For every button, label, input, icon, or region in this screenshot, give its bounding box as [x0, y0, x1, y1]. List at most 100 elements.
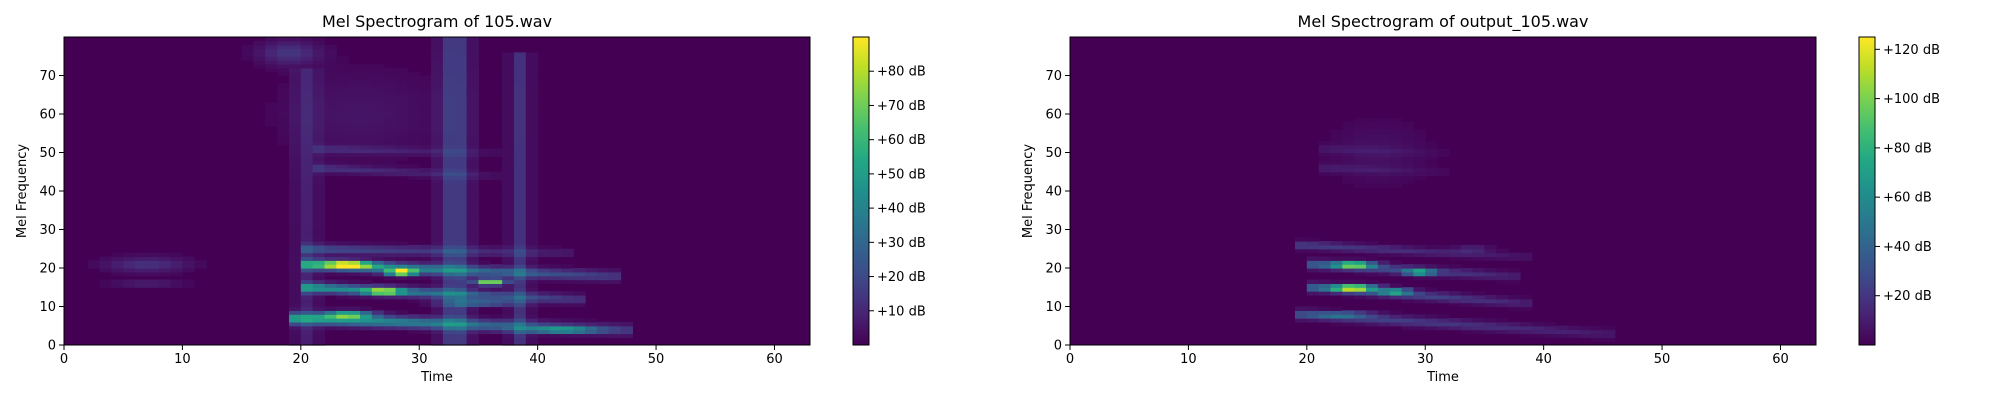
heatmap-cell [146, 260, 160, 265]
heatmap-cell [513, 102, 527, 107]
heatmap-cell [466, 264, 480, 269]
heatmap-cell [312, 167, 326, 173]
heatmap-cell [348, 140, 361, 146]
heatmap-cell [324, 244, 337, 250]
heatmap-cell [371, 256, 385, 261]
heatmap-cell [1425, 275, 1438, 281]
heatmap-cell [312, 321, 326, 327]
heatmap-cell [1354, 264, 1367, 269]
heatmap-cell [1413, 264, 1426, 269]
heatmap-cell [1508, 279, 1521, 284]
heatmap-cell [395, 275, 408, 281]
heatmap-cell [454, 117, 468, 123]
heatmap-cell [1318, 152, 1332, 157]
heatmap-cell [1496, 318, 1509, 323]
heatmap-cell [300, 329, 314, 335]
heatmap-cell [371, 248, 385, 254]
heatmap-cell [277, 94, 290, 100]
heatmap-cell [1366, 241, 1379, 246]
heatmap-cell [395, 248, 408, 254]
heatmap-cell [371, 148, 385, 154]
heatmap-cell [513, 164, 527, 169]
heatmap-cell [324, 252, 337, 258]
heatmap-cell [1413, 268, 1426, 273]
heatmap-cell [300, 94, 314, 100]
heatmap-cell [573, 271, 586, 277]
heatmap-cell [442, 164, 456, 169]
heatmap-cell [371, 117, 385, 123]
heatmap-cell [288, 294, 302, 300]
heatmap-cell [1330, 244, 1343, 250]
heatmap-cell [502, 79, 515, 84]
heatmap-cell [277, 44, 290, 50]
heatmap-cell [348, 156, 361, 161]
heatmap-cell [1401, 171, 1414, 177]
heatmap-cell [490, 252, 503, 258]
heatmap-cell [1377, 314, 1391, 319]
heatmap-cell [1401, 148, 1414, 154]
y-tick-label: 10 [1045, 300, 1062, 315]
heatmap-cell [312, 306, 326, 311]
heatmap-cell [288, 194, 302, 200]
heatmap-cell [549, 329, 562, 335]
heatmap-cell [620, 329, 633, 335]
heatmap-cell [300, 179, 314, 184]
heatmap-cell [431, 63, 444, 69]
heatmap-cell [608, 333, 622, 338]
x-tick-label: 30 [1417, 352, 1434, 367]
heatmap-cell [454, 225, 468, 231]
heatmap-cell [1472, 256, 1486, 261]
heatmap-cell [513, 279, 527, 284]
y-tick-label: 50 [1045, 146, 1062, 161]
heatmap-cell [466, 279, 480, 284]
heatmap-cell [502, 221, 515, 227]
heatmap-cell [123, 283, 136, 288]
heatmap-cell [360, 283, 373, 288]
heatmap-cell [419, 325, 432, 331]
heatmap-cell [288, 129, 302, 134]
heatmap-cell [1318, 310, 1332, 315]
heatmap-cell [525, 179, 539, 184]
heatmap-cell [466, 94, 480, 100]
heatmap-cell [431, 40, 444, 46]
heatmap-cell [288, 106, 302, 111]
heatmap-cell [1342, 314, 1355, 319]
heatmap-cell [419, 252, 432, 258]
heatmap-cell [277, 114, 290, 119]
heatmap-cell [1354, 268, 1367, 273]
heatmap-cell [419, 133, 432, 138]
heatmap-cell [383, 171, 397, 177]
heatmap-cell [395, 71, 408, 77]
heatmap-cell [537, 279, 551, 284]
heatmap-cell [431, 102, 444, 107]
heatmap-cell [123, 271, 136, 277]
heatmap-cell [407, 164, 420, 169]
heatmap-cell [300, 60, 314, 65]
heatmap-cell [1389, 117, 1403, 123]
heatmap-cell [537, 329, 551, 335]
heatmap-cell [1389, 244, 1403, 250]
heatmap-cell [288, 214, 302, 219]
heatmap-cell [360, 294, 373, 300]
heatmap-cell [1354, 152, 1367, 157]
heatmap-cell [620, 321, 633, 327]
heatmap-cell [1354, 294, 1367, 300]
heatmap-cell [513, 229, 527, 234]
heatmap-cell [1460, 302, 1474, 308]
heatmap-cell [466, 137, 480, 142]
heatmap-cell [1519, 302, 1533, 308]
heatmap-cell [478, 294, 491, 300]
heatmap-cell [1389, 156, 1403, 161]
x-tick-label: 0 [1066, 352, 1074, 367]
heatmap-cell [1425, 144, 1438, 150]
heatmap-cell [1377, 125, 1391, 130]
heatmap-cell [383, 294, 397, 300]
heatmap-cell [466, 268, 480, 273]
heatmap-cell [312, 298, 326, 304]
heatmap-cell [288, 283, 302, 288]
heatmap-cell [454, 310, 468, 315]
heatmap-cell [513, 198, 527, 204]
heatmap-cell [513, 63, 527, 69]
heatmap-cell [371, 152, 385, 157]
heatmap-cell [1318, 140, 1332, 146]
